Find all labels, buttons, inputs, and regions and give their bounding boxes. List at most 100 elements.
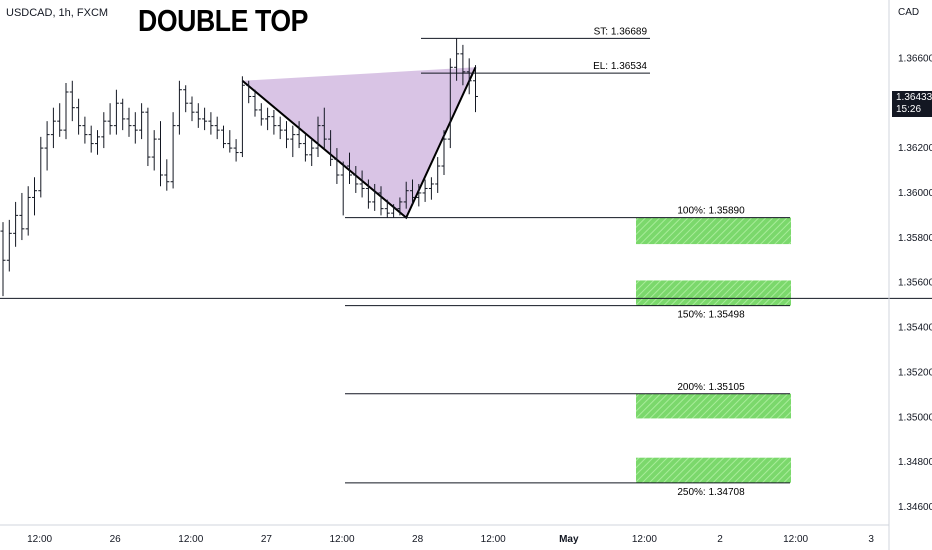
ohlc-bar [107,103,113,135]
ohlc-bar [208,112,214,135]
ohlc-bar [63,83,69,140]
level-label: EL: 1.36534 [593,61,647,72]
y-tick-label: 1.35400 [898,323,932,334]
x-tick-label: 27 [261,534,273,545]
x-tick-label: 12:00 [783,534,808,545]
bar-countdown: 15:26 [896,104,922,115]
ohlc-bar [50,107,56,149]
level-label: 100%: 1.35890 [677,206,745,217]
ohlc-bar [101,112,107,149]
ohlc-bar [460,44,466,86]
y-tick-label: 1.35200 [898,367,932,378]
ohlc-bar [391,204,397,218]
ohlc-bar [176,80,182,135]
ohlc-bar [290,125,296,158]
ohlc-bar [466,58,472,95]
ohlc-bar [195,103,201,128]
ohlc-bar [296,121,302,149]
ohlc-bar [372,183,378,211]
x-tick-label: 12:00 [632,534,657,545]
x-tick-label: 3 [868,534,874,545]
ohlc-bar [340,161,346,216]
ohlc-bar [258,103,264,126]
y-tick-label: 1.35800 [898,233,932,244]
ohlc-bar [19,192,25,241]
ohlc-bar [145,107,151,167]
ohlc-bar [120,98,126,131]
pattern-triangle [242,67,476,218]
last-price-value: 1.36433 [896,92,932,103]
y-tick-label: 1.35600 [898,278,932,289]
ohlc-bar [359,170,365,198]
target-zone [636,280,791,306]
ohlc-bar [271,109,277,135]
ohlc-bar [139,103,145,140]
ohlc-bar [25,186,31,236]
ohlc-bar [384,199,390,218]
price-levels: ST: 1.36689 EL: 1.36534 100%: 1.35890 150%:… [0,26,932,498]
x-tick-label: 12:00 [329,534,354,545]
level-label: 250%: 1.34708 [677,487,745,498]
ohlc-bar [183,85,189,113]
ohlc-bar [44,121,50,171]
ohlc-bar [246,80,252,104]
ohlc-bar [321,107,327,149]
ohlc-bar [302,134,308,162]
ohlc-bar [265,107,271,131]
ohlc-bar [347,152,352,184]
pattern-layer [241,66,477,220]
x-tick-label: 28 [412,534,424,545]
ohlc-bar [428,177,434,200]
y-tick-label: 1.36600 [898,53,932,64]
x-tick-label: 12:00 [481,534,506,545]
ohlc-bar [315,116,321,158]
ohlc-bar [151,130,157,171]
ohlc-bar [126,107,132,137]
ohlc-bar [227,130,233,153]
ohlc-bar [397,197,403,216]
symbol-label: USDCAD, 1h, FXCM [6,7,109,19]
ohlc-bar [435,157,441,193]
ohlc-bar [132,112,138,144]
ohlc-bar [277,116,283,140]
ohlc-bar [221,125,226,149]
ohlc-bar [38,136,44,198]
ohlc-bar [454,38,460,81]
ohlc-bar [88,125,94,153]
ohlc-bar [410,179,415,205]
ohlc-bar [378,186,384,216]
ohlc-bar [239,76,245,158]
ohlc-bar [82,116,88,144]
y-tick-label: 1.35000 [898,412,932,423]
ohlc-bar [69,80,75,122]
ohlc-bar [95,130,100,155]
y-tick-label: 1.36200 [898,143,932,154]
ohlc-bar [309,139,315,167]
ohlc-bar [158,121,163,187]
x-tick-label: May [559,534,579,545]
y-tick-label: 1.34600 [898,502,932,513]
ohlc-bar [6,219,12,272]
currency-label: CAD [898,7,920,18]
level-label: ST: 1.36689 [594,26,648,37]
ohlc-bar [441,130,447,175]
ohlc-bar [202,107,208,131]
ohlc-bar [214,116,220,140]
target-zone [636,393,791,419]
y-tick-label: 1.34800 [898,457,932,468]
x-tick-label: 12:00 [27,534,52,545]
chart-title: DOUBLE TOP [138,3,308,38]
ohlc-bar [365,179,371,209]
ohlc-bar [416,183,422,207]
ohlc-bar [189,96,195,122]
ohlc-bar [57,103,63,137]
ohlc-bar [0,222,6,297]
ohlc-bar [113,89,119,135]
ohlc-bar [284,121,289,149]
target-zones [636,217,791,483]
target-zone [636,457,791,483]
ohlc-bar [403,181,409,209]
ohlc-bar [334,148,340,184]
